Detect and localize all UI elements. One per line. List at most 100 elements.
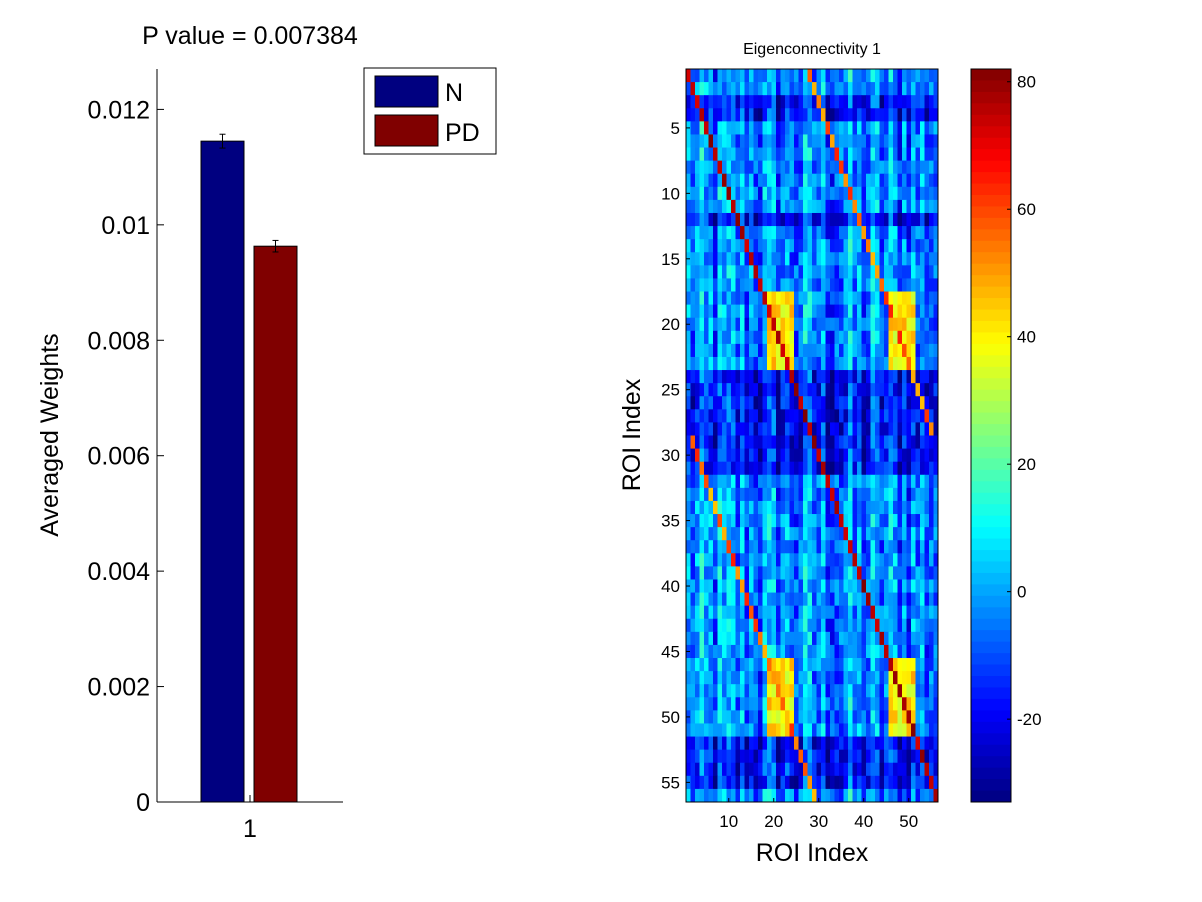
heatmap-cell: [857, 173, 862, 188]
heatmap-cell: [929, 239, 934, 253]
heatmap-cell: [924, 527, 930, 541]
heatmap-cell: [789, 134, 795, 148]
heatmap-cell: [695, 749, 700, 764]
heatmap-cell: [906, 736, 912, 751]
heatmap-cell: [888, 684, 894, 698]
heatmap-cell: [933, 762, 939, 777]
heatmap-cell: [879, 317, 885, 332]
heatmap-cell: [776, 605, 781, 620]
heatmap-cell: [915, 317, 921, 332]
heatmap-cell: [794, 514, 799, 528]
heatmap-cell: [771, 487, 777, 502]
heatmap-cell: [776, 788, 781, 803]
heatmap-cell: [789, 775, 795, 790]
heatmap-cell: [785, 330, 790, 345]
heatmap-cell: [740, 422, 745, 436]
heatmap-cell: [825, 697, 831, 711]
heatmap-cell: [861, 553, 867, 567]
heatmap-cell: [735, 579, 741, 593]
heatmap-cell: [771, 291, 777, 306]
heatmap-cell: [699, 474, 705, 489]
heatmap-cell: [794, 684, 799, 698]
heatmap-cell: [726, 409, 732, 423]
heatmap-cell: [839, 409, 844, 423]
heatmap-cell: [843, 173, 849, 188]
heatmap-cell: [798, 147, 804, 162]
heatmap-cell: [794, 239, 799, 253]
heatmap-cell: [785, 514, 790, 528]
heatmap-cell: [848, 343, 853, 358]
heatmap-cell: [816, 788, 822, 803]
heatmap-cell: [762, 592, 768, 607]
heatmap-cell: [911, 697, 916, 711]
heatmap-cell: [929, 252, 934, 266]
heatmap-cell: [825, 252, 831, 266]
heatmap-cell: [902, 553, 907, 567]
heatmap-cell: [744, 631, 750, 646]
heatmap-cell: [713, 356, 718, 371]
heatmap-cell: [789, 252, 795, 266]
heatmap-cell: [695, 435, 700, 449]
heatmap-cell: [735, 788, 741, 803]
heatmap-cell: [744, 749, 750, 764]
heatmap-cell: [848, 134, 853, 148]
heatmap-cell: [749, 474, 754, 489]
heatmap-cell: [933, 514, 939, 528]
heatmap-cell: [780, 69, 786, 83]
heatmap-cell: [776, 160, 781, 175]
heatmap-cell: [879, 618, 885, 633]
colorbar-swatch: [971, 698, 1011, 711]
heatmap-cell: [888, 330, 894, 345]
heatmap-cell: [830, 82, 835, 96]
heatmap-cell: [902, 291, 907, 306]
heatmap-cell: [695, 69, 700, 83]
heatmap-cell: [897, 553, 903, 567]
heatmap-cell: [933, 788, 939, 803]
heatmap-cell: [744, 317, 750, 332]
heatmap-cell: [699, 343, 705, 358]
heatmap-cell: [758, 487, 763, 502]
heatmap-cell: [848, 697, 853, 711]
heatmap-cell: [749, 199, 754, 214]
heatmap-cell: [798, 108, 804, 122]
heatmap-cell: [789, 356, 795, 371]
heatmap-cell: [888, 762, 894, 777]
heatmap-cell: [762, 317, 768, 332]
heatmap-cell: [758, 82, 763, 96]
heatmap-cell: [713, 710, 718, 724]
heatmap-cell: [879, 487, 885, 502]
heatmap-cell: [776, 396, 781, 410]
heatmap-cell: [897, 514, 903, 528]
heatmap-cell: [699, 671, 705, 685]
heatmap-cell: [893, 82, 898, 96]
heatmap-cell: [713, 422, 718, 436]
heatmap-cell: [834, 317, 840, 332]
heatmap-cell: [699, 317, 705, 332]
heatmap-cell: [726, 69, 732, 83]
heatmap-cell: [749, 278, 754, 292]
heatmap-cell: [897, 343, 903, 358]
heatmap-cell: [902, 723, 907, 737]
heatmap-y-tick-label: 35: [661, 512, 680, 531]
heatmap-cell: [924, 644, 930, 659]
heatmap-cell: [857, 658, 862, 672]
heatmap-cell: [704, 487, 709, 502]
heatmap-cell: [762, 775, 768, 790]
heatmap-cell: [803, 69, 808, 83]
heatmap-cell: [843, 775, 849, 790]
heatmap-cell: [767, 566, 772, 580]
heatmap-cell: [704, 252, 709, 266]
heatmap-cell: [920, 304, 925, 319]
heatmap-cell: [740, 343, 745, 358]
heatmap-cell: [762, 527, 768, 541]
heatmap-cell: [852, 291, 858, 306]
heatmap-cell: [821, 749, 826, 764]
heatmap-cell: [762, 788, 768, 803]
heatmap-cell: [695, 553, 700, 567]
heatmap-cell: [717, 239, 723, 253]
heatmap-cell: [933, 644, 939, 659]
bar-x-tick-label: 1: [243, 815, 257, 843]
heatmap-cell: [906, 723, 912, 737]
heatmap-cell: [713, 514, 718, 528]
heatmap-cell: [708, 736, 714, 751]
